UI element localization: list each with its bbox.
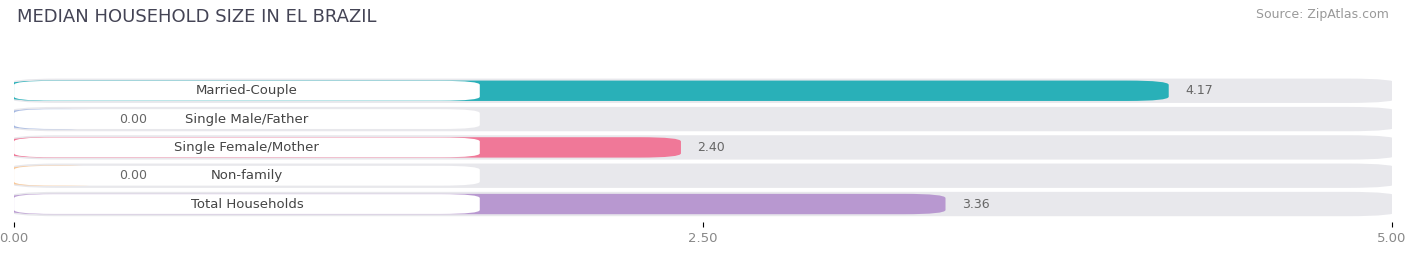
Text: Single Female/Mother: Single Female/Mother — [174, 141, 319, 154]
Text: 4.17: 4.17 — [1185, 84, 1213, 97]
FancyBboxPatch shape — [14, 166, 479, 186]
FancyBboxPatch shape — [14, 194, 479, 214]
FancyBboxPatch shape — [8, 109, 103, 129]
FancyBboxPatch shape — [8, 192, 1398, 216]
FancyBboxPatch shape — [8, 194, 945, 214]
FancyBboxPatch shape — [8, 79, 1398, 103]
Text: Non-family: Non-family — [211, 169, 283, 182]
FancyBboxPatch shape — [14, 81, 479, 101]
FancyBboxPatch shape — [8, 163, 1398, 188]
Text: Single Male/Father: Single Male/Father — [186, 113, 308, 126]
FancyBboxPatch shape — [14, 109, 479, 129]
FancyBboxPatch shape — [8, 107, 1398, 131]
Text: MEDIAN HOUSEHOLD SIZE IN EL BRAZIL: MEDIAN HOUSEHOLD SIZE IN EL BRAZIL — [17, 8, 377, 26]
FancyBboxPatch shape — [8, 166, 103, 186]
FancyBboxPatch shape — [14, 137, 479, 157]
Text: Married-Couple: Married-Couple — [195, 84, 298, 97]
FancyBboxPatch shape — [8, 137, 681, 158]
Text: 0.00: 0.00 — [118, 113, 146, 126]
Text: Source: ZipAtlas.com: Source: ZipAtlas.com — [1256, 8, 1389, 21]
FancyBboxPatch shape — [8, 81, 1168, 101]
Text: Total Households: Total Households — [191, 198, 304, 211]
Text: 0.00: 0.00 — [118, 169, 146, 182]
Text: 2.40: 2.40 — [697, 141, 725, 154]
Text: 3.36: 3.36 — [962, 198, 990, 211]
FancyBboxPatch shape — [8, 135, 1398, 159]
